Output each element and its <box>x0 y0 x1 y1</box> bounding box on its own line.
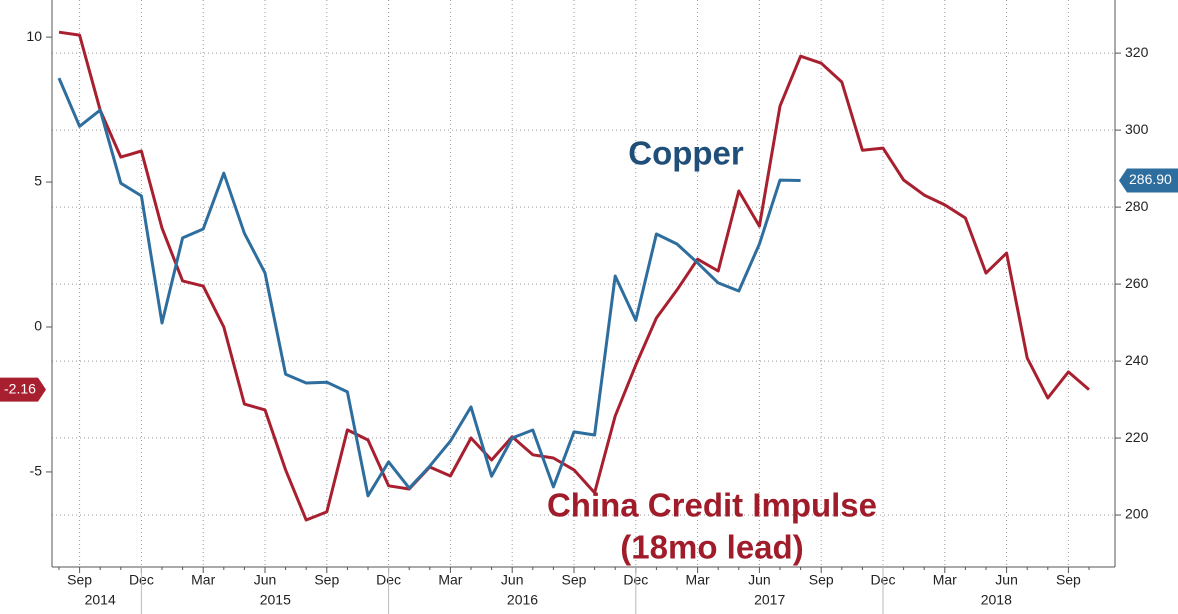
x-group-label: 2016 <box>507 592 538 608</box>
copper-annotation: Copper <box>628 135 744 172</box>
x-tick-label: Sep <box>67 572 92 588</box>
x-group-label: 2015 <box>260 592 291 608</box>
y2-tick-label: 260 <box>1125 275 1149 291</box>
last-value-tag <box>0 377 46 402</box>
series-line <box>57 77 801 498</box>
grid <box>52 0 1115 567</box>
x-group-label: 2018 <box>981 592 1012 608</box>
y2-tick-label: 240 <box>1125 352 1149 368</box>
y-tick-label: 0 <box>34 318 42 334</box>
y2-tick-label: 300 <box>1125 121 1149 137</box>
y2-tick-label: 280 <box>1125 198 1149 214</box>
y2-tick-label: 200 <box>1125 506 1149 522</box>
x-tick-label: Sep <box>562 572 587 588</box>
series-line <box>58 30 1090 522</box>
x-group-label: 2017 <box>754 592 785 608</box>
x-tick-label: Jun <box>748 572 771 588</box>
y2-tick-label: 320 <box>1125 44 1149 60</box>
x-tick-label: Mar <box>438 572 462 588</box>
y-tick-label: 5 <box>34 173 42 189</box>
x-tick-label: Jun <box>995 572 1018 588</box>
credit-annotation: China Credit Impulse <box>547 487 877 524</box>
x-tick-label: Sep <box>809 572 834 588</box>
y2-tick-label: 220 <box>1125 429 1149 445</box>
y-tick-label: 10 <box>26 28 42 44</box>
last-value-label: 286.90 <box>1129 171 1172 187</box>
last-value-label: -2.16 <box>4 380 36 396</box>
x-tick-label: Jun <box>254 572 277 588</box>
last-value-tag <box>1119 168 1178 193</box>
x-tick-label: Jun <box>501 572 524 588</box>
x-tick-label: Sep <box>314 572 339 588</box>
x-tick-label: Mar <box>933 572 957 588</box>
x-tick-label: Mar <box>191 572 215 588</box>
y-tick-label: -5 <box>30 463 43 479</box>
lead-annotation: (18mo lead) <box>620 529 803 566</box>
x-tick-label: Sep <box>1056 572 1081 588</box>
x-group-label: 2014 <box>85 592 116 608</box>
x-tick-label: Mar <box>686 572 710 588</box>
